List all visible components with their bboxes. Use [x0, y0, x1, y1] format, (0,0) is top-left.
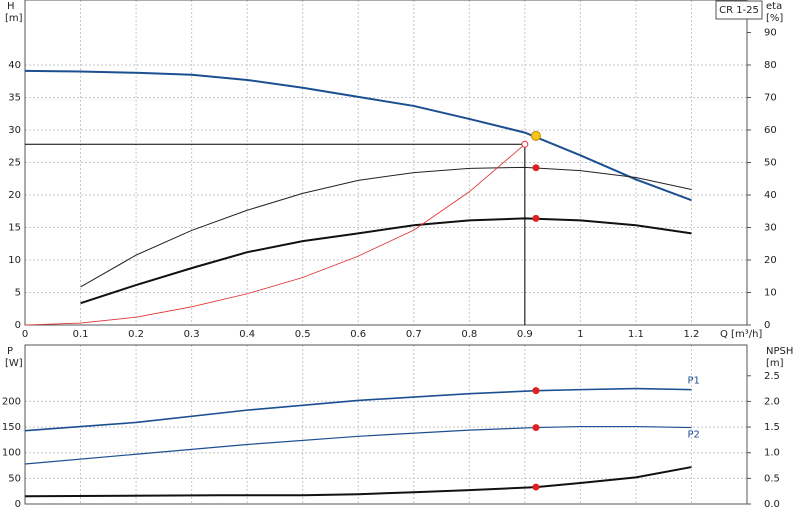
x-tick-label: 0.1 [73, 329, 89, 340]
x-tick-label: 1.1 [628, 329, 644, 340]
y-tick-label: 0 [15, 499, 21, 510]
y-axis-unit: [W] [5, 358, 23, 369]
y2-tick-label: 20 [764, 255, 777, 266]
series-line [24, 387, 692, 432]
y-tick-label: 10 [8, 255, 21, 266]
y-axis-label: P [7, 346, 13, 357]
operating-point [532, 214, 540, 222]
y2-tick-label: 0 [764, 320, 770, 331]
y2-tick-label: 10 [764, 288, 777, 299]
x-tick-label: 1.2 [684, 329, 700, 340]
y2-axis-label: eta [766, 1, 782, 12]
y2-axis-unit: [m] [766, 358, 784, 369]
y2-tick-label: 1.5 [764, 422, 780, 433]
series-line [24, 425, 692, 465]
y-tick-label: 0 [15, 320, 21, 331]
x-tick-label: 1 [577, 329, 583, 340]
y2-tick-label: 90 [764, 28, 777, 39]
x-tick-label: 0.2 [128, 329, 144, 340]
operating-point [530, 130, 541, 141]
operating-point [532, 164, 540, 172]
operating-point [532, 424, 540, 432]
y2-tick-label: 50 [764, 158, 777, 169]
y2-tick-label: 2.5 [764, 371, 780, 382]
series-line [80, 217, 692, 305]
series-label: P1 [687, 376, 699, 387]
plot-frame [24, 0, 748, 326]
y-tick-label: 15 [8, 223, 21, 234]
x-tick-label: 0.5 [295, 329, 311, 340]
y2-tick-label: 1.0 [764, 448, 780, 459]
y-axis-label: H [7, 1, 15, 12]
duty-point [521, 140, 529, 148]
plot-frame [24, 344, 748, 505]
y-tick-label: 5 [15, 288, 21, 299]
y2-axis-label: NPSH [766, 346, 793, 357]
series-line [80, 166, 692, 288]
label-box [715, 0, 763, 20]
y2-tick-label: 0.5 [764, 473, 780, 484]
operating-point [532, 483, 540, 491]
x-tick-label: 0 [22, 329, 28, 340]
series-label: P2 [687, 430, 699, 441]
y-tick-label: 200 [2, 396, 21, 407]
x-tick-label: 0.7 [406, 329, 422, 340]
y-tick-label: 35 [8, 93, 21, 104]
operating-point [532, 387, 540, 395]
y2-tick-label: 70 [764, 93, 777, 104]
y-tick-label: 30 [8, 125, 21, 136]
y-tick-label: 20 [8, 190, 21, 201]
y2-tick-label: 60 [764, 125, 777, 136]
y-tick-label: 150 [2, 422, 21, 433]
y2-tick-label: 30 [764, 223, 777, 234]
y-tick-label: 100 [2, 448, 21, 459]
y-axis-unit: [m] [5, 13, 23, 24]
y2-tick-label: 40 [764, 190, 777, 201]
y-tick-label: 40 [8, 60, 21, 71]
series-line [24, 466, 692, 498]
x-tick-label: 0.4 [239, 329, 255, 340]
x-tick-label: 0.8 [461, 329, 477, 340]
y-tick-label: 25 [8, 158, 21, 169]
x-tick-label: 0.3 [184, 329, 200, 340]
series-line [24, 143, 526, 326]
y2-tick-label: 2.0 [764, 396, 780, 407]
series-line [24, 69, 692, 202]
pump-label: CR 1-25 [719, 5, 759, 16]
y-tick-label: 50 [8, 473, 21, 484]
x-tick-label: 0.9 [517, 329, 533, 340]
y2-tick-label: 80 [764, 60, 777, 71]
x-axis-label: Q [m³/h] [720, 329, 762, 340]
y2-axis-unit: [%] [766, 13, 783, 24]
x-tick-label: 0.6 [350, 329, 366, 340]
y2-tick-label: 0.0 [764, 499, 780, 510]
